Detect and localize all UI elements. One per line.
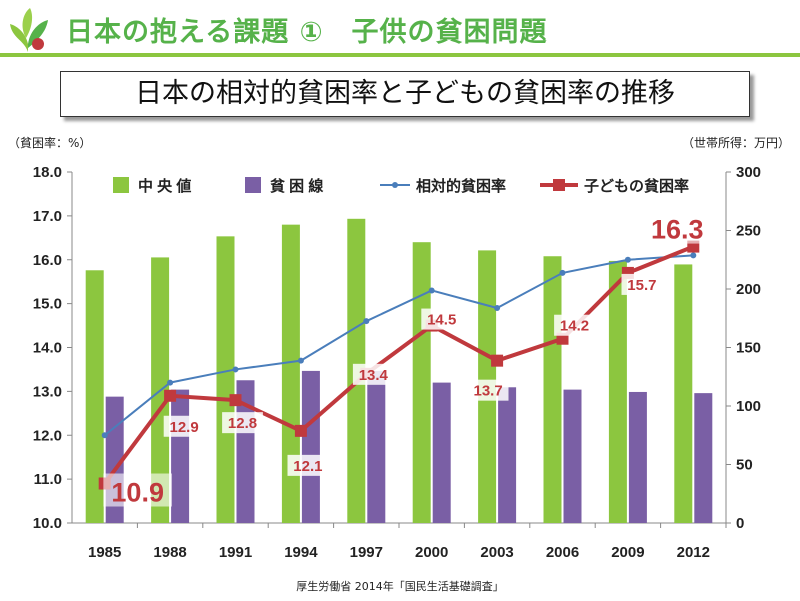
left-axis-tick-label: 18.0	[33, 164, 62, 181]
child-poverty-line	[103, 244, 695, 485]
relative-poverty-point	[428, 287, 435, 294]
left-axis-unit: （貧困率：%）	[8, 136, 92, 150]
poverty-line-bar	[694, 393, 713, 523]
header-divider	[0, 53, 800, 57]
x-axis-tick-label: 1985	[88, 544, 121, 561]
child-poverty-data-label: 13.4	[359, 367, 389, 384]
child-poverty-point	[294, 424, 307, 437]
right-axis-tick-label: 300	[736, 164, 761, 181]
left-axis-tick-label: 14.0	[33, 340, 62, 357]
relative-poverty-point	[167, 379, 174, 386]
legend-child-label: 子どもの貧困率	[584, 177, 689, 195]
x-axis-tick-label: 1997	[350, 544, 383, 561]
poverty-line-bar	[432, 382, 451, 523]
x-axis-tick-label: 1994	[284, 544, 318, 561]
median-bar	[412, 242, 431, 523]
data-label-background	[352, 363, 394, 385]
right-axis-tick-label: 100	[736, 398, 761, 415]
relative-poverty-point	[297, 357, 304, 364]
relative-poverty-point	[690, 252, 697, 259]
right-axis-tick-label: 0	[736, 515, 744, 532]
left-axis-tick-label: 10.0	[33, 515, 62, 532]
slide-header: 日本の抱える課題 ① 子供の貧困問題	[0, 0, 800, 62]
relative-poverty-line	[104, 254, 694, 437]
data-label-background	[554, 314, 595, 336]
left-axis-tick-label: 15.0	[33, 296, 62, 313]
x-axis-tick-label: 2009	[611, 544, 644, 561]
x-axis-tick-label: 2000	[415, 544, 448, 561]
child-poverty-data-label: 15.7	[627, 277, 656, 294]
x-axis-tick-label: 2006	[546, 544, 579, 561]
poverty-line-bar	[563, 389, 582, 523]
left-axis-tick-label: 11.0	[34, 471, 62, 488]
x-axis-tick-label: 2003	[480, 544, 513, 561]
right-axis-tick-label: 200	[736, 281, 761, 298]
poverty-line-bar	[628, 391, 647, 523]
source-note: 厚生労働省 2014年「国民生活基礎調査」	[296, 580, 504, 593]
right-axis-tick-label: 150	[736, 340, 761, 357]
left-axis-tick-label: 13.0	[33, 383, 62, 400]
median-bar	[281, 224, 300, 523]
median-bar	[85, 270, 104, 523]
relative-poverty-point	[559, 269, 566, 276]
median-bar	[674, 264, 693, 523]
legend-relative-marker	[392, 182, 398, 188]
logo-icon	[10, 8, 48, 52]
child-poverty-point	[491, 354, 504, 367]
child-poverty-data-label: 12.1	[293, 458, 322, 475]
child-poverty-data-label: 10.9	[111, 478, 164, 508]
x-axis-tick-label: 1991	[219, 544, 252, 561]
legend-poverty-line-swatch	[245, 177, 261, 193]
legend-child-marker	[553, 179, 565, 191]
legend-median-label: 中 央 値	[138, 177, 191, 195]
data-label-background	[621, 273, 663, 295]
poverty-line-bar	[367, 370, 386, 523]
legend-poverty-line-label: 貧 困 線	[270, 177, 323, 195]
chart-title: 日本の相対的貧困率と子どもの貧困率の推移	[60, 71, 750, 117]
median-bar	[608, 260, 627, 523]
poverty-rate-chart: 10.0 11.0 12.0 13.0 14.0 15.0 16.0 17.0 18.0 0 50 1…	[33, 164, 761, 561]
left-axis-tick-label: 12.0	[33, 427, 62, 444]
left-axis-tick-label: 16.0	[33, 252, 62, 269]
data-label-background	[642, 210, 712, 244]
child-poverty-data-label: 16.3	[651, 215, 704, 245]
child-poverty-point	[164, 389, 177, 402]
legend-relative-label: 相対的貧困率	[416, 177, 506, 195]
right-axis-unit: （世帯所得：万円）	[681, 136, 790, 150]
child-poverty-data-label: 13.7	[473, 383, 502, 400]
data-label-background	[163, 415, 205, 437]
median-bar	[543, 256, 562, 523]
child-poverty-data-label: 12.8	[228, 415, 257, 432]
legend-median-swatch	[113, 177, 129, 193]
data-label-background	[421, 308, 463, 330]
right-axis-tick-label: 250	[736, 223, 761, 240]
relative-poverty-point	[494, 305, 501, 312]
x-axis-tick-label: 2012	[677, 544, 710, 561]
data-label-background	[222, 412, 263, 434]
poverty-line-bar	[498, 387, 517, 523]
data-label-background	[467, 379, 509, 401]
child-poverty-point	[229, 394, 242, 407]
data-label-background	[103, 473, 173, 507]
poverty-line-bar	[171, 389, 190, 523]
left-axis-tick-label: 17.0	[33, 208, 62, 225]
median-bar	[216, 236, 235, 523]
poverty-line-bar	[301, 370, 320, 523]
child-poverty-data-label: 14.2	[560, 318, 589, 335]
x-axis-tick-label: 1988	[153, 544, 186, 561]
relative-poverty-point	[232, 366, 239, 373]
relative-poverty-point	[101, 432, 108, 439]
right-axis-tick-label: 50	[736, 457, 753, 474]
data-label-background	[287, 454, 329, 476]
relative-poverty-point	[624, 256, 631, 263]
child-poverty-data-label: 12.9	[169, 419, 198, 436]
slide-title: 日本の抱える課題 ① 子供の貧困問題	[66, 17, 548, 48]
relative-poverty-point	[363, 318, 370, 325]
child-poverty-data-label: 14.5	[427, 312, 456, 329]
